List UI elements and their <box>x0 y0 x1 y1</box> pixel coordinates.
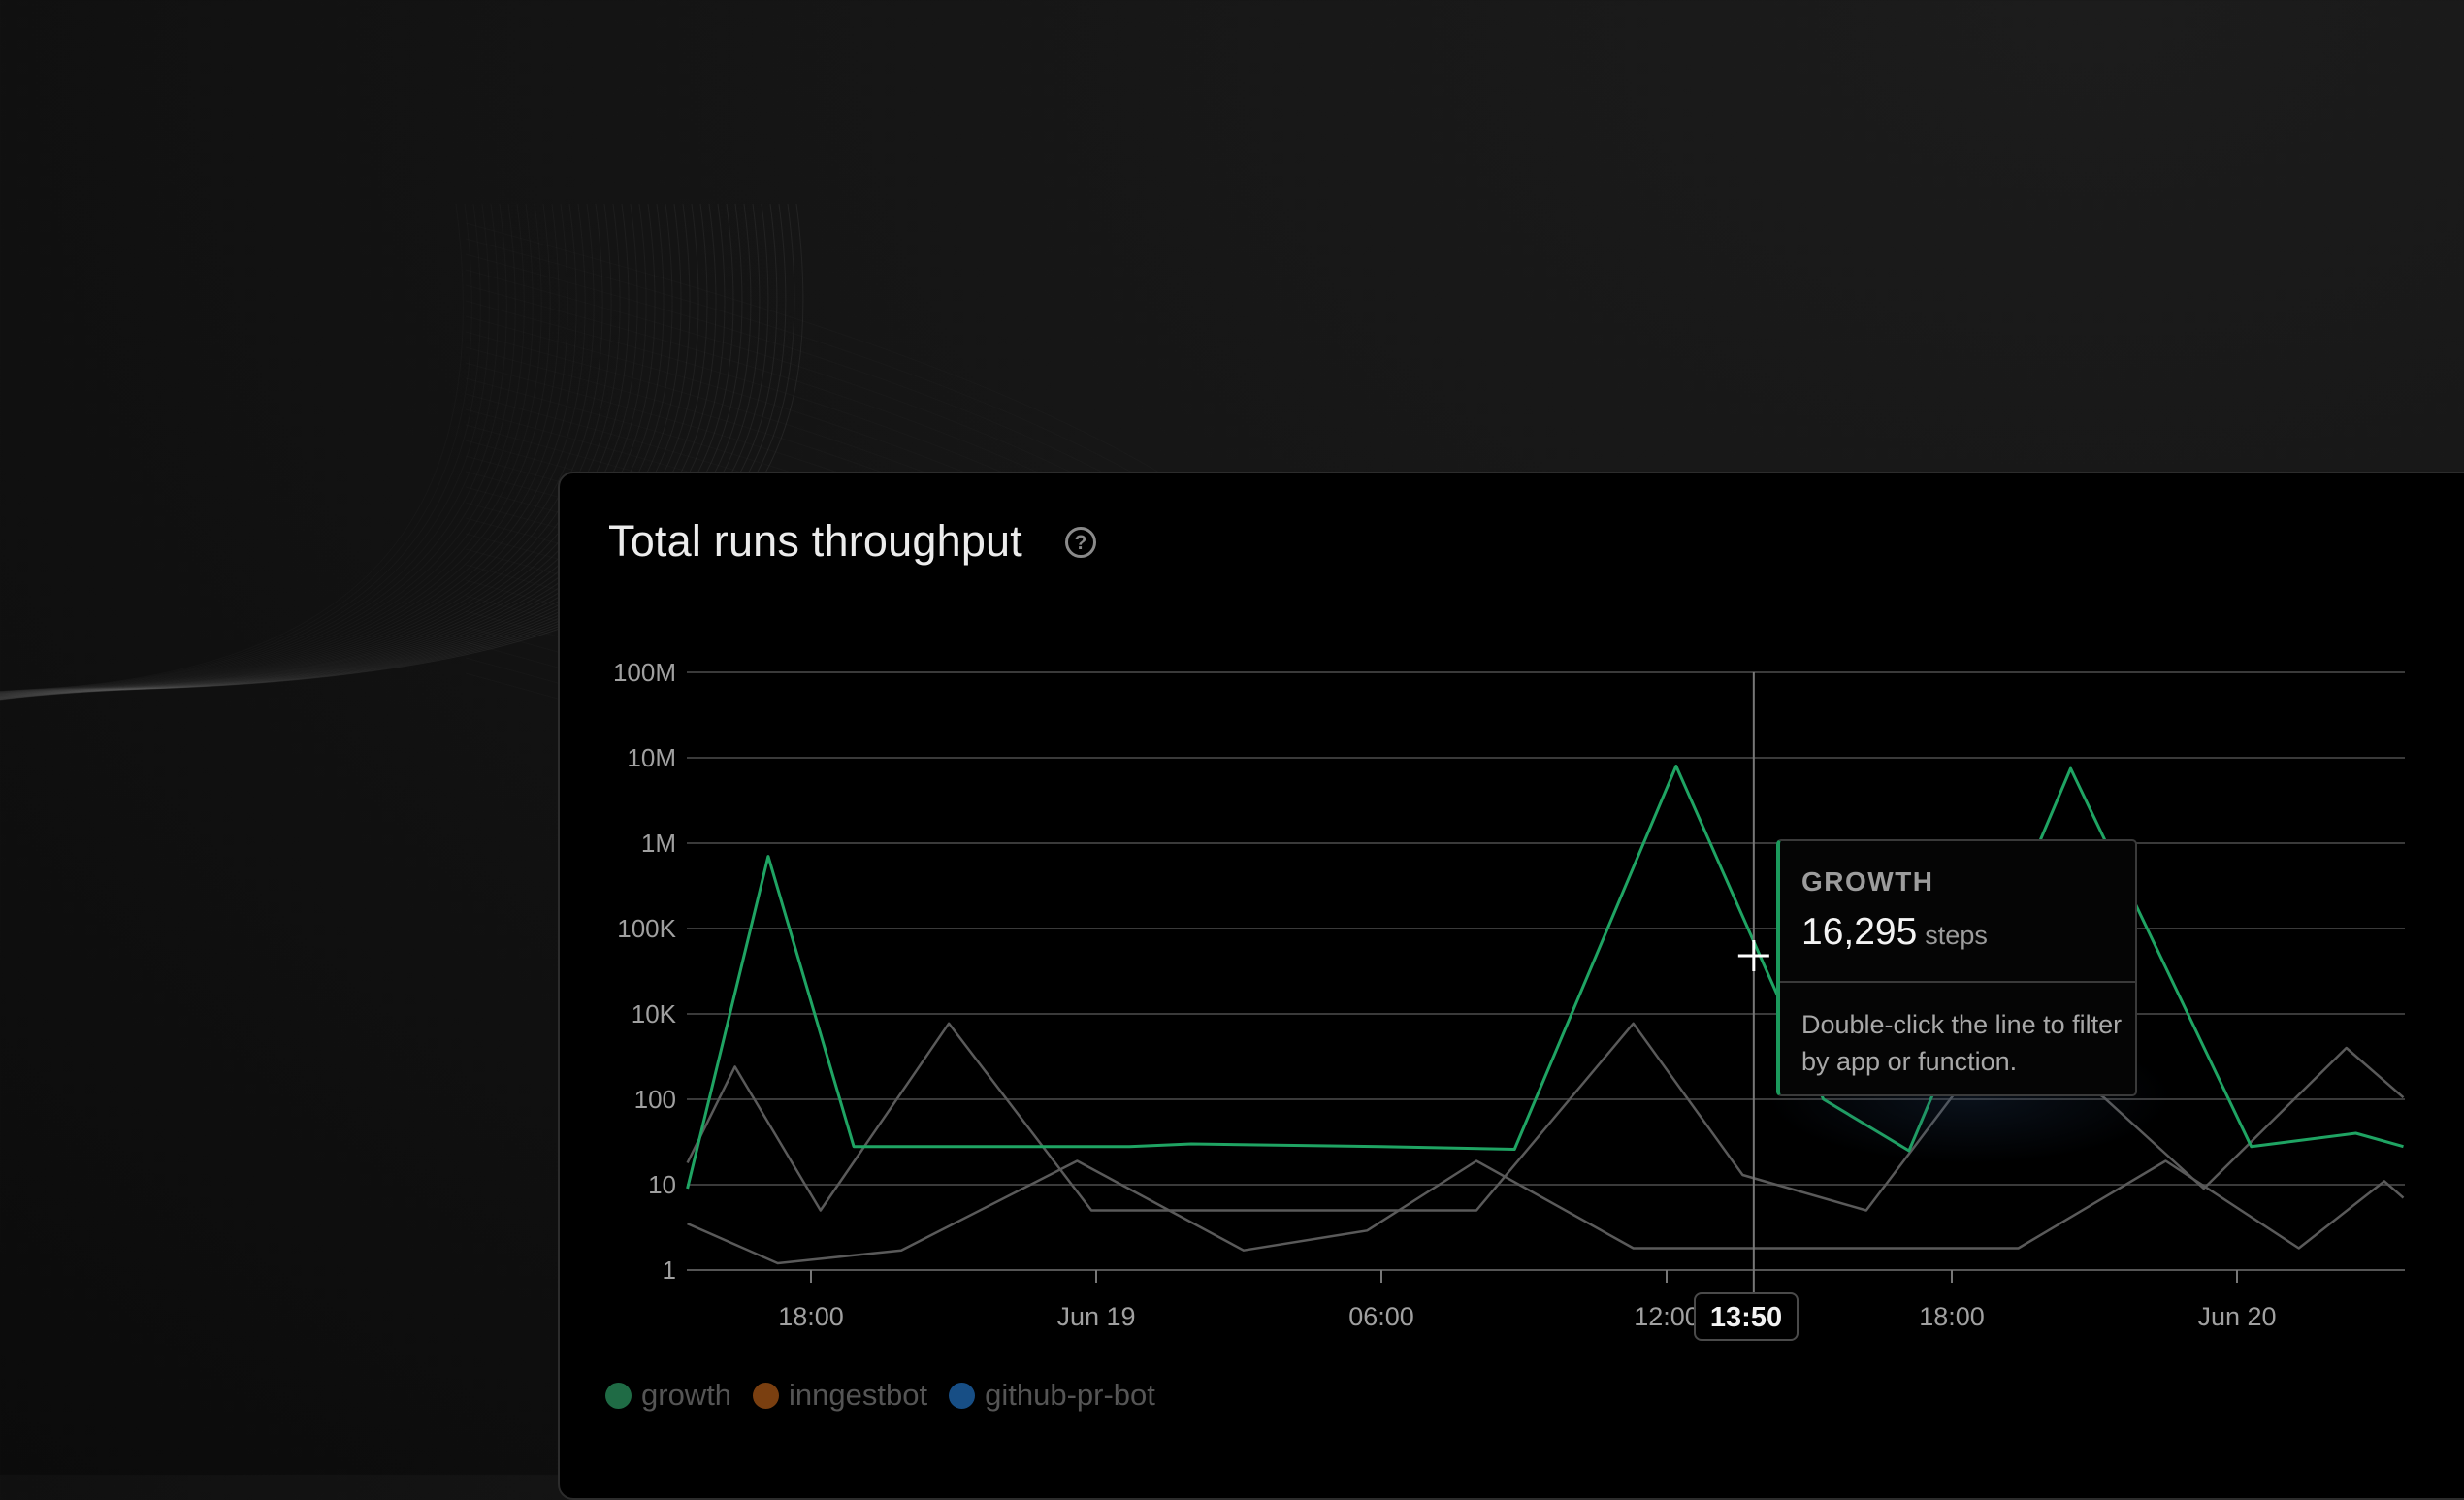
mesh-line <box>0 203 464 692</box>
mesh-line <box>465 222 1165 476</box>
legend-item-inngestbot[interactable]: inngestbot <box>753 1378 927 1413</box>
mesh-line <box>465 253 1165 507</box>
y-tick-label: 1 <box>663 1255 676 1285</box>
mesh-line <box>0 203 647 696</box>
mesh-line <box>0 203 726 699</box>
mesh-line <box>0 203 568 695</box>
mesh-line <box>0 203 752 699</box>
mesh-line <box>0 203 743 699</box>
mesh-line <box>0 203 778 700</box>
series-line-inngestbot[interactable] <box>686 1022 2405 1212</box>
mesh-line <box>0 203 673 697</box>
legend-item-growth[interactable]: growth <box>605 1378 731 1413</box>
y-tick-label: 100 <box>634 1085 676 1114</box>
mesh-line <box>0 203 682 697</box>
y-tick-label: 10 <box>648 1170 676 1199</box>
legend-dot-github-pr-bot <box>949 1382 976 1409</box>
series-line-growth[interactable] <box>686 765 2404 1190</box>
mesh-line <box>0 203 542 694</box>
mesh-line <box>0 203 472 693</box>
question-circle-icon[interactable]: ? <box>1065 527 1096 558</box>
mesh-line <box>0 203 534 694</box>
mesh-line <box>0 203 481 693</box>
mesh-line <box>0 203 577 695</box>
mesh-line <box>0 203 595 695</box>
mesh-line <box>0 203 551 694</box>
mesh-line <box>0 203 787 701</box>
mesh-line <box>0 203 612 696</box>
mesh-line <box>0 203 603 695</box>
legend-dot-inngestbot <box>753 1382 780 1409</box>
mesh-line <box>0 203 630 696</box>
mesh-line <box>0 203 507 693</box>
chart-tooltip: GROWTH 16,295 steps Double-click the line… <box>1776 839 2137 1096</box>
legend-item-github-pr-bot[interactable]: github-pr-bot <box>949 1378 1155 1413</box>
mesh-line <box>465 238 1165 492</box>
legend-label: growth <box>641 1378 732 1412</box>
chart-legend: growth inngestbot github-pr-bot <box>605 1378 1155 1413</box>
y-tick-label: 10K <box>632 999 677 1028</box>
mesh-line <box>0 203 734 699</box>
x-tick-label: 06:00 <box>1348 1302 1414 1331</box>
mesh-line <box>0 203 804 701</box>
hover-time-label: 13:50 <box>1694 1292 1799 1341</box>
mesh-line <box>0 203 499 693</box>
legend-label: inngestbot <box>789 1378 928 1412</box>
legend-dot-growth <box>605 1382 632 1409</box>
crosshair-cursor-icon <box>1737 940 1769 971</box>
tooltip-series-name: GROWTH <box>1801 866 1934 897</box>
mesh-line <box>0 203 516 693</box>
tooltip-hint: Double-click the line to filter by app o… <box>1801 1010 2123 1076</box>
x-tick-label: 18:00 <box>1919 1302 1985 1331</box>
background-mesh <box>0 203 1165 701</box>
mesh-line <box>0 203 621 696</box>
mesh-line <box>0 203 638 696</box>
y-tick-label: 100M <box>613 658 676 687</box>
tooltip-divider <box>1780 981 2135 983</box>
mesh-line <box>0 203 490 693</box>
x-tick-label: Jun 19 <box>1056 1302 1135 1331</box>
series-line-github-pr-bot[interactable] <box>687 1159 2405 1265</box>
y-tick-label: 1M <box>641 829 676 858</box>
mesh-line <box>0 203 795 701</box>
tooltip-value-row: 16,295 steps <box>1801 911 1988 954</box>
mesh-line <box>0 203 717 698</box>
mesh-line <box>0 203 761 700</box>
y-tick-label: 10M <box>627 743 676 772</box>
mesh-line <box>0 203 769 700</box>
legend-label: github-pr-bot <box>985 1378 1155 1412</box>
x-tick-label: 18:00 <box>778 1302 844 1331</box>
mesh-line <box>0 203 586 695</box>
mesh-line <box>0 203 656 697</box>
x-tick-label: Jun 20 <box>2197 1302 2276 1331</box>
mesh-line <box>0 203 691 698</box>
card-title: Total runs throughput <box>608 516 1022 566</box>
mesh-line <box>0 203 560 694</box>
tooltip-unit: steps <box>1925 921 1988 950</box>
mesh-line <box>0 203 708 698</box>
mesh-line <box>0 203 665 697</box>
mesh-line <box>0 203 525 694</box>
y-tick-label: 100K <box>617 914 676 943</box>
tooltip-value: 16,295 <box>1801 911 1918 953</box>
mesh-line <box>0 203 699 698</box>
x-tick-label: 12:00 <box>1634 1302 1700 1331</box>
